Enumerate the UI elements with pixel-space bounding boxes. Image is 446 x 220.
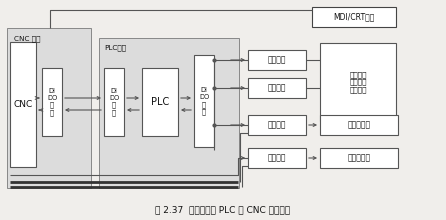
Bar — [10, 42, 36, 167]
Bar — [7, 28, 91, 188]
Text: 进给电动机: 进给电动机 — [347, 154, 371, 163]
Text: 强电电路: 强电电路 — [268, 84, 286, 92]
Bar — [320, 148, 398, 168]
Text: 操作面板: 操作面板 — [268, 55, 286, 64]
Text: CNC: CNC — [13, 100, 33, 109]
Text: 图 2.37  具有独立型 PLC 的 CNC 系统框图: 图 2.37 具有独立型 PLC 的 CNC 系统框图 — [156, 205, 290, 214]
Text: 主轴单元: 主轴单元 — [268, 121, 286, 130]
Text: PLC: PLC — [151, 97, 169, 107]
Text: 主轴电动机: 主轴电动机 — [347, 121, 371, 130]
Text: DI
DO
电
路: DI DO 电 路 — [199, 87, 209, 115]
Text: 辅助动作
换刀动作
冷却开关: 辅助动作 换刀动作 冷却开关 — [349, 71, 367, 93]
Bar — [42, 68, 62, 136]
Bar — [320, 43, 396, 121]
Bar — [248, 115, 306, 135]
Text: DI
DO
电
路: DI DO 电 路 — [109, 88, 119, 116]
Bar — [99, 38, 239, 188]
Text: PLC装置: PLC装置 — [104, 44, 126, 51]
Text: MDI/CRT面板: MDI/CRT面板 — [333, 13, 375, 22]
Bar — [248, 148, 306, 168]
Text: 进给单元: 进给单元 — [268, 154, 286, 163]
Bar — [320, 115, 398, 135]
Bar — [248, 50, 306, 70]
Bar — [312, 7, 396, 27]
Bar — [248, 78, 306, 98]
Bar — [142, 68, 178, 136]
Text: CNC 装置: CNC 装置 — [14, 35, 41, 42]
Bar — [104, 68, 124, 136]
Bar — [194, 55, 214, 147]
Text: DI
DO
电
路: DI DO 电 路 — [47, 88, 57, 116]
